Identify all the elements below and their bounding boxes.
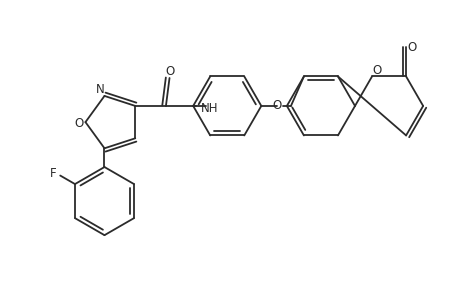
- Text: O: O: [407, 41, 416, 54]
- Text: F: F: [50, 167, 56, 180]
- Text: O: O: [74, 117, 84, 130]
- Text: N: N: [95, 83, 104, 96]
- Text: O: O: [272, 99, 281, 112]
- Text: O: O: [372, 64, 381, 77]
- Text: O: O: [164, 65, 174, 78]
- Text: NH: NH: [200, 102, 218, 115]
